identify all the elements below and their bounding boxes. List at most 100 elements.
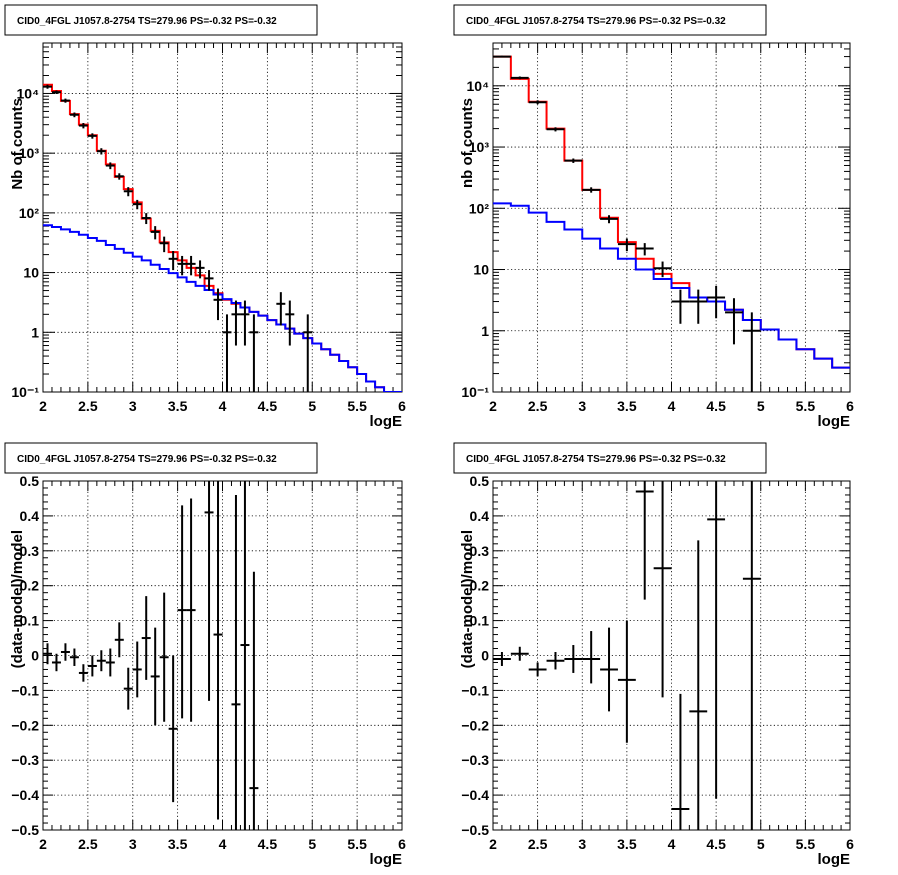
- data-point: [177, 505, 187, 719]
- y-tick-label: 10²: [19, 205, 40, 221]
- data-point: [150, 226, 160, 240]
- data-point: [141, 213, 151, 225]
- data-point: [671, 289, 690, 324]
- grid-lines: [43, 43, 402, 392]
- data-point: [204, 270, 214, 291]
- data-layer: [43, 481, 259, 830]
- x-tick-label: 6: [398, 836, 406, 852]
- data-point: [204, 481, 214, 701]
- data-point: [546, 127, 565, 132]
- y-axis: 10⁻¹ 1 10 10² 10³ 10⁴: [11, 42, 402, 400]
- y-tick-label: 1: [481, 323, 489, 339]
- x-axis-title: logE: [370, 413, 403, 430]
- data-point: [159, 236, 169, 253]
- x-axis: 2 2.5 3 3.5 4 4.5 5 5.5 6: [39, 43, 406, 414]
- x-tick-label: 2: [489, 398, 497, 414]
- x-tick-label: 2: [489, 836, 497, 852]
- y-tick-label: 0.1: [20, 613, 40, 629]
- x-tick-label: 3.5: [617, 836, 637, 852]
- x-axis: 2 2.5 3 3.5 4 4.5 5 5.5 6: [489, 43, 854, 414]
- x-tick-label: 4.5: [706, 836, 726, 852]
- data-point: [60, 643, 70, 661]
- y-tick-label: −0.4: [461, 787, 489, 803]
- x-tick-label: 5: [757, 398, 765, 414]
- data-point: [742, 312, 761, 392]
- y-tick-label: 10³: [469, 139, 490, 155]
- data-point: [87, 655, 97, 677]
- data-point: [159, 592, 169, 722]
- x-tick-label: 3.5: [168, 836, 188, 852]
- x-tick-label: 5.5: [796, 398, 816, 414]
- y-axis-title: Nb of counts: [9, 98, 26, 190]
- data-point: [69, 648, 79, 666]
- data-point: [123, 667, 133, 710]
- title-box: [453, 4, 767, 36]
- data-point: [231, 300, 241, 346]
- data-point: [78, 664, 88, 682]
- x-tick-label: 4: [668, 836, 676, 852]
- data-point: [168, 655, 178, 803]
- data-point: [493, 652, 511, 666]
- data-point: [96, 650, 106, 672]
- x-tick-label: 3: [129, 398, 137, 414]
- y-axis: −0.5 −0.4 −0.3 −0.2 −0.1 0 0.1 0.2 0.3 0.4 0.5: [11, 473, 402, 838]
- x-tick-label: 5.5: [796, 836, 816, 852]
- y-tick-label: 10: [23, 265, 39, 281]
- data-point: [105, 648, 115, 677]
- data-point: [617, 238, 636, 252]
- x-tick-label: 4.5: [258, 398, 278, 414]
- x-tick-label: 6: [398, 398, 406, 414]
- data-point: [564, 645, 583, 673]
- x-tick-label: 5: [308, 398, 316, 414]
- data-point: [195, 260, 205, 279]
- title-box: [4, 442, 318, 474]
- y-tick-label: 10³: [19, 145, 40, 161]
- data-point: [303, 314, 313, 392]
- y-tick-label: 0.3: [470, 543, 490, 559]
- grid-lines: [43, 481, 402, 830]
- data-point: [510, 646, 529, 661]
- data-point: [546, 652, 565, 670]
- data-point: [285, 300, 295, 346]
- data-point: [69, 112, 79, 118]
- data-point: [186, 498, 196, 722]
- data-point: [132, 199, 142, 210]
- data-point: [617, 620, 636, 743]
- data-point: [114, 173, 124, 180]
- component-model-histogram: [493, 202, 850, 369]
- data-point: [213, 288, 223, 321]
- data-point: [43, 84, 52, 89]
- x-tick-label: 6: [846, 836, 854, 852]
- y-tick-label: −0.4: [11, 787, 39, 803]
- y-tick-label: 0.1: [470, 613, 490, 629]
- data-point: [78, 123, 88, 129]
- y-tick-label: −0.2: [461, 717, 489, 733]
- x-tick-label: 4.5: [706, 398, 726, 414]
- x-tick-label: 2.5: [78, 398, 98, 414]
- data-point: [707, 481, 726, 799]
- x-axis-title: logE: [818, 851, 851, 868]
- data-point: [528, 100, 547, 105]
- x-tick-label: 5.5: [347, 836, 367, 852]
- y-tick-label: 0.3: [20, 543, 40, 559]
- data-point: [276, 292, 286, 326]
- y-tick-label: 10²: [469, 200, 490, 216]
- data-layer: [493, 481, 761, 830]
- x-tick-label: 3: [578, 836, 586, 852]
- data-point: [600, 215, 618, 224]
- x-tick-label: 4: [219, 836, 227, 852]
- y-axis: −0.5 −0.4 −0.3 −0.2 −0.1 0 0.1 0.2 0.3 0.4 0.5: [461, 473, 850, 838]
- chart-panel-3: 2 2.5 3 3.5 4 4.5 5 5.5 6logE−0.5−0.4−0.3−0.2−0.…: [4, 442, 406, 868]
- y-tick-label: −0.1: [11, 682, 39, 698]
- data-point: [653, 261, 672, 278]
- y-tick-label: 0.4: [20, 508, 40, 524]
- data-point: [105, 162, 115, 170]
- data-point: [231, 494, 241, 830]
- data-point: [51, 653, 61, 672]
- data-point: [168, 250, 178, 271]
- y-axis: 10⁻¹ 1 10 10² 10³ 10⁴: [461, 42, 850, 400]
- component-model-histogram: [43, 224, 402, 392]
- data-point: [141, 596, 151, 680]
- title-box: [453, 442, 767, 474]
- data-point: [635, 243, 654, 256]
